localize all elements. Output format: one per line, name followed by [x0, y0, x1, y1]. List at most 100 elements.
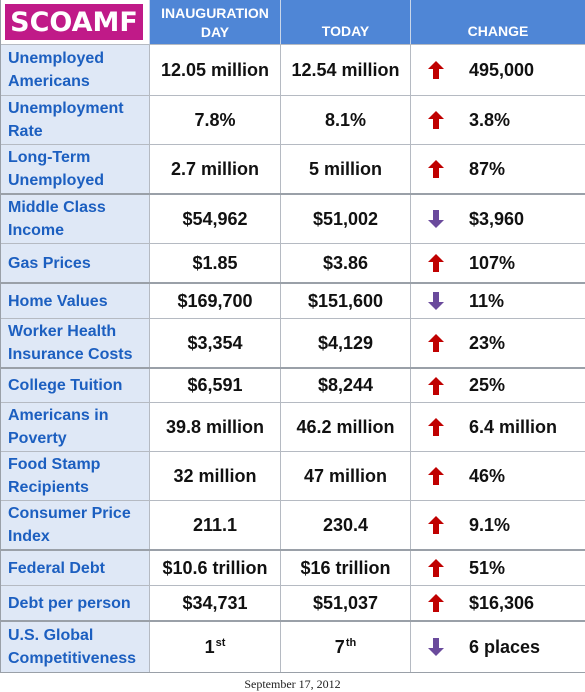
header-change: CHANGE	[410, 0, 585, 44]
header-inauguration-line1: INAUGURATION	[161, 4, 269, 21]
inauguration-cell: 39.8 million	[149, 403, 280, 451]
today-value: $8,244	[317, 375, 374, 395]
change-value: $3,960	[469, 208, 525, 229]
today-value: 12.54 million	[291, 59, 400, 80]
today-value: 230.4	[322, 514, 369, 535]
table-header: SCOAMF INAUGURATION DAY TODAY CHANGE	[1, 0, 585, 44]
arrow-down-icon	[428, 210, 444, 228]
row-label-line2: Rate	[8, 123, 43, 140]
change-value: 51%	[469, 557, 506, 578]
inauguration-value: $3,354	[187, 332, 243, 353]
table-row: Gas Prices $1.85 $3.86 107%	[1, 243, 585, 282]
today-value: 5 million	[308, 158, 382, 179]
change-cell: 51%	[410, 551, 585, 585]
inauguration-value: $169,700	[177, 290, 253, 311]
row-label: Worker Health Insurance Costs	[1, 319, 149, 367]
inauguration-cell: $169,700	[149, 284, 280, 318]
row-label-line1: Worker Health	[8, 323, 117, 340]
arrow-up-icon	[428, 254, 444, 272]
today-value: $4,129	[317, 332, 374, 353]
change-cell: 495,000	[410, 45, 585, 95]
row-label-line1: Long-Term	[8, 149, 91, 166]
change-value: 9.1%	[469, 514, 511, 535]
row-label: College Tuition	[1, 369, 149, 402]
change-cell: 23%	[410, 319, 585, 367]
change-value: 495,000	[469, 59, 535, 80]
logo-cell: SCOAMF	[1, 0, 149, 44]
arrow-up-icon	[428, 376, 444, 395]
change-cell: 6.4 million	[410, 403, 585, 451]
row-label-line1: Home Values	[8, 292, 108, 310]
table-body: Unemployed Americans 12.05 million 12.54 mi…	[1, 44, 585, 672]
today-cell: 47 million	[280, 452, 410, 500]
today-value: 7	[334, 636, 345, 657]
arrow-up-icon	[428, 516, 444, 534]
today-ordinal: th	[345, 637, 357, 649]
row-label-line2: Competitiveness	[8, 650, 137, 667]
row-label-line2: Unemployed	[8, 172, 105, 189]
change-cell: 3.8%	[410, 96, 585, 144]
inauguration-value: 2.7 million	[170, 158, 260, 179]
inauguration-cell: $1.85	[149, 244, 280, 282]
change-value: 87%	[469, 158, 506, 179]
today-value: 8.1%	[324, 109, 367, 130]
today-cell: 12.54 million	[280, 45, 410, 95]
row-label-line2: Recipients	[8, 479, 89, 496]
arrow-up-icon	[428, 559, 444, 577]
change-value: 107%	[469, 252, 516, 273]
header-inauguration-line2: DAY	[200, 23, 230, 40]
change-value: 6 places	[469, 636, 541, 657]
inauguration-value: 32 million	[173, 465, 257, 486]
inauguration-cell: $3,354	[149, 319, 280, 367]
today-cell: 5 million	[280, 145, 410, 193]
row-label: U.S. Global Competitiveness	[1, 622, 149, 672]
arrow-down-icon	[428, 292, 444, 310]
arrow-up-icon	[428, 61, 444, 79]
row-label-line1: Debt per person	[8, 594, 131, 612]
row-label-line1: Middle Class	[8, 199, 106, 216]
today-cell: 46.2 million	[280, 403, 410, 451]
row-label: Federal Debt	[1, 551, 149, 585]
table-row: Federal Debt $10.6 trillion $16 trillion 51…	[1, 549, 585, 585]
table-row: Food Stamp Recipients 32 million 47 million…	[1, 451, 585, 500]
row-label: Unemployment Rate	[1, 96, 149, 144]
row-label-line1: Unemployed	[8, 50, 105, 67]
change-cell: 107%	[410, 244, 585, 282]
today-cell: $51,037	[280, 586, 410, 620]
table-row: Consumer Price Index 211.1 230.4 9.1%	[1, 500, 585, 549]
today-value: $151,600	[307, 290, 384, 311]
row-label: Americans in Poverty	[1, 403, 149, 451]
change-cell: 25%	[410, 369, 585, 402]
inauguration-value: $54,962	[182, 208, 248, 229]
row-label-line2: Americans	[8, 73, 90, 90]
comparison-table: SCOAMF INAUGURATION DAY TODAY CHANGE Une…	[0, 0, 585, 673]
today-value: $16 trillion	[300, 557, 391, 578]
table-row: Unemployment Rate 7.8% 8.1% 3.8%	[1, 95, 585, 144]
today-cell: 230.4	[280, 501, 410, 549]
today-value: 47 million	[303, 465, 388, 486]
change-cell: 46%	[410, 452, 585, 500]
today-value: 46.2 million	[296, 416, 395, 437]
inauguration-ordinal: st	[215, 637, 226, 649]
table-row: Middle Class Income $54,962 $51,002 $3,960	[1, 193, 585, 243]
scoamf-logo: SCOAMF	[5, 4, 143, 40]
inauguration-cell: 7.8%	[149, 96, 280, 144]
today-cell: $51,002	[280, 195, 410, 243]
inauguration-cell: $34,731	[149, 586, 280, 620]
change-cell: 11%	[410, 284, 585, 318]
change-value: 25%	[469, 375, 506, 395]
today-cell: $151,600	[280, 284, 410, 318]
today-value: $51,002	[312, 208, 379, 229]
row-label-line2: Poverty	[8, 430, 67, 447]
inauguration-cell: $10.6 trillion	[149, 551, 280, 585]
row-label-line2: Income	[8, 222, 65, 239]
row-label: Debt per person	[1, 586, 149, 620]
inauguration-cell: 211.1	[149, 501, 280, 549]
inauguration-value: $10.6 trillion	[162, 557, 268, 578]
row-label: Food Stamp Recipients	[1, 452, 149, 500]
change-value: 11%	[469, 290, 505, 311]
row-label: Gas Prices	[1, 244, 149, 282]
row-label-line1: Consumer Price	[8, 505, 131, 522]
row-label: Unemployed Americans	[1, 45, 149, 95]
